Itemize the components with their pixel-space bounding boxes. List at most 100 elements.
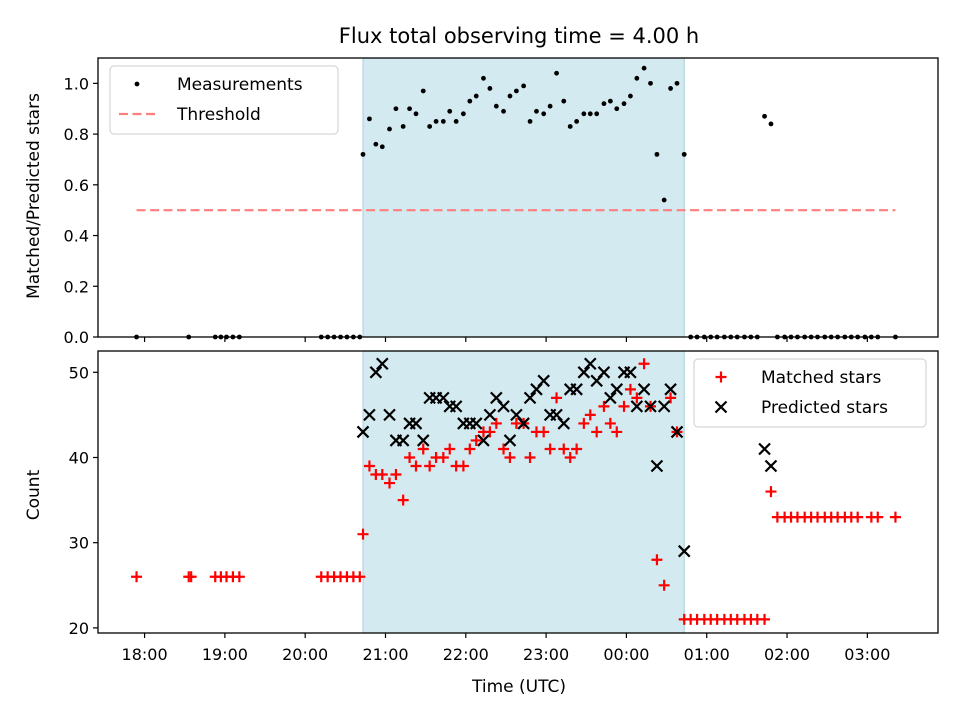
top-series-0-point [541, 111, 547, 117]
top-series-0-point [587, 111, 593, 117]
top-series-0-point [407, 106, 412, 112]
bottom-series-0-point [759, 613, 771, 625]
top-series-0-point [379, 144, 385, 150]
bottom-y-tick-label: 30 [69, 534, 89, 553]
bottom-series-0-point [631, 392, 643, 404]
bottom-legend: Matched stars Predicted stars [693, 358, 927, 428]
bottom-series-0-point [852, 511, 864, 523]
x-tick-label: 01:00 [684, 645, 730, 664]
bottom-series-0-point [611, 426, 623, 438]
bottom-series-0-point [578, 417, 590, 429]
bottom-series-0-point [618, 400, 630, 412]
bottom-series-0-point [354, 571, 366, 583]
x-tick-label: 21:00 [362, 645, 408, 664]
top-series-0-point [427, 124, 433, 129]
bottom-y-tick-label: 20 [69, 619, 89, 638]
bottom-panel: 20 30 40 50 18:00 19:00 20:00 21:00 22:00 23:00 00… [69, 350, 939, 664]
bottom-series-0-point [624, 383, 636, 395]
top-series-0-point [768, 121, 774, 127]
top-series-0-point [493, 103, 499, 109]
bottom-series-1-point [637, 383, 651, 396]
top-series-0-point [447, 108, 453, 114]
x-axis-label: Time (UTC) [471, 677, 566, 697]
bottom-series-0-point [404, 451, 416, 463]
bottom-series-0-point [765, 486, 777, 498]
bottom-legend-label: Matched stars [761, 368, 881, 388]
bottom-series-0-point [363, 460, 375, 472]
top-y-axis-label: Matched/Predicted stars [24, 93, 44, 299]
top-legend-marker [134, 81, 140, 87]
bottom-series-1-point [624, 366, 637, 379]
top-series-0-point [360, 151, 366, 157]
top-series-0-point [373, 141, 379, 147]
x-tick-label: 20:00 [282, 645, 328, 664]
bottom-series-0-point [665, 392, 677, 404]
bottom-series-1-point [483, 408, 497, 422]
bottom-series-0-point [185, 571, 197, 583]
bottom-series-1-point [597, 366, 611, 379]
x-tick-label: 19:00 [202, 645, 248, 664]
bottom-series-1-point [583, 357, 597, 371]
top-series-0-point [453, 119, 459, 124]
bottom-legend-marker [714, 400, 728, 414]
bottom-series-0-point [651, 554, 663, 566]
bottom-series-1-point [376, 357, 389, 371]
bottom-legend-marker [715, 371, 727, 383]
x-tick-label: 02:00 [764, 645, 810, 664]
top-series-0-point [681, 151, 687, 157]
bottom-series-1-point [477, 434, 490, 447]
top-legend: Measurements Threshold [109, 65, 339, 135]
top-series-0-point [668, 86, 673, 91]
top-series-0-point [594, 111, 600, 117]
bottom-series-0-point [872, 511, 884, 523]
top-legend-box [109, 65, 339, 135]
top-series-0-point [567, 124, 573, 129]
bottom-series-1-point [650, 459, 664, 473]
top-series-0-point [554, 70, 559, 76]
bottom-y-tick-label: 50 [69, 363, 89, 382]
top-series-0-point [467, 98, 473, 104]
bottom-series-1-point [577, 366, 591, 379]
top-series-0-point [534, 108, 539, 114]
bottom-series-1-point [557, 417, 571, 430]
bottom-series-0-point [390, 469, 402, 481]
bottom-series-0-point [604, 417, 616, 429]
bottom-series-0-point [524, 451, 536, 463]
bottom-series-0-point [384, 477, 396, 489]
bottom-series-0-point [444, 443, 456, 455]
top-series-0-point [641, 65, 647, 71]
bottom-series-1-point [437, 391, 450, 405]
top-y-tick-label: 0.4 [64, 227, 89, 246]
bottom-series-1-point [570, 383, 583, 396]
bottom-series-1-point [610, 383, 624, 396]
bottom-series-0-point [538, 426, 550, 438]
top-series-0-point [654, 151, 660, 157]
bottom-series-0-point [598, 400, 610, 412]
bottom-series-0-point [564, 451, 576, 463]
bottom-series-0-point [410, 460, 422, 472]
top-series-0-point [413, 111, 419, 117]
bottom-series-0-point [484, 426, 496, 438]
top-series-0-point [513, 88, 519, 94]
bottom-series-1-point [758, 442, 771, 456]
x-tick-label: 00:00 [603, 645, 649, 664]
bottom-series-1-point [630, 400, 644, 413]
bottom-series-0-point [464, 443, 476, 455]
bottom-y-tick-label: 40 [69, 448, 89, 467]
top-series-0-point [393, 106, 399, 112]
top-series-0-point [547, 103, 553, 109]
top-series-0-point [527, 119, 533, 124]
x-tick-label: 18:00 [122, 645, 168, 664]
top-series-0-point [628, 93, 633, 99]
top-series-0-point [607, 98, 613, 104]
top-series-0-point [367, 116, 372, 122]
top-series-0-point [601, 101, 607, 107]
bottom-series-1-point [764, 459, 778, 473]
top-y-tick-label: 0.6 [64, 176, 89, 195]
bottom-series-0-point [551, 392, 563, 404]
bottom-axes-frame [97, 350, 939, 634]
bottom-series-0-point [544, 443, 556, 455]
bottom-series-1-point [396, 434, 410, 447]
bottom-series-0-point [233, 571, 245, 583]
top-legend-label: Measurements [177, 75, 303, 95]
